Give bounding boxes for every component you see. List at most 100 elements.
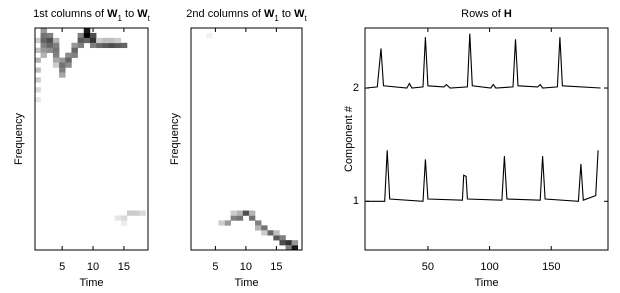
heat-cell [231, 215, 237, 220]
heat-cell [279, 240, 285, 245]
axes-frame [35, 28, 148, 250]
heat-cell [108, 38, 114, 43]
heat-cell [133, 211, 139, 216]
heat-cell [102, 43, 108, 48]
x-axis-label: Time [234, 277, 258, 289]
heat-cell [206, 33, 212, 38]
panel-title: Rows of H [461, 8, 512, 20]
x-tick-label: 10 [87, 261, 99, 273]
heat-cell [255, 225, 261, 230]
title-part: to [122, 8, 137, 20]
x-tick-label: 100 [480, 261, 498, 273]
axes-frame [191, 28, 302, 250]
heat-cell [53, 43, 59, 48]
heat-cell [90, 43, 96, 48]
heat-cell [53, 38, 59, 43]
heat-cell [47, 48, 53, 53]
heat-cell [279, 235, 285, 240]
title-part: W [264, 8, 275, 20]
title-part: H [504, 8, 512, 20]
heat-cell [96, 38, 102, 43]
heat-cell [121, 220, 127, 225]
title-part: 2nd columns of [186, 8, 264, 20]
line [366, 150, 598, 201]
heat-cell [41, 28, 47, 33]
title-part: 1st columns of [33, 8, 107, 20]
heat-cell [292, 240, 298, 245]
heat-cell [47, 33, 53, 38]
title-part: W [107, 8, 118, 20]
x-tick-label: 10 [240, 261, 252, 273]
figure: 1st columns of W 1 to Wt Time Frequency 5 10 1… [0, 0, 620, 293]
x-tick-label: 15 [118, 261, 130, 273]
y-tick-label: 1 [353, 195, 359, 207]
heat-cell [121, 215, 127, 220]
heat-cell [237, 211, 243, 216]
x-axis-label: Time [79, 277, 103, 289]
heat-cell [225, 220, 231, 225]
heat-cell [261, 225, 267, 230]
x-tick-label: 5 [212, 261, 218, 273]
heat-cell [108, 43, 114, 48]
axes-frame [365, 28, 608, 250]
heat-cell [71, 43, 77, 48]
heat-cell [53, 48, 59, 53]
title-part: Rows of [461, 8, 504, 20]
y-axis-label: Component # [343, 105, 355, 172]
heat-cell [84, 28, 90, 33]
heat-cell [59, 58, 65, 63]
title-part: W [294, 8, 305, 20]
heat-cell [115, 43, 121, 48]
heat-cell [41, 43, 47, 48]
heat-cell [59, 67, 65, 72]
heat-cell [41, 53, 47, 58]
panel-title: 2nd columns of W1 to Wt [186, 8, 307, 23]
heat-cell [286, 240, 292, 245]
heat-cell [78, 43, 84, 48]
heat-cell [71, 53, 77, 58]
heat-cell [102, 38, 108, 43]
title-part: to [279, 8, 294, 20]
heat-cell [115, 215, 121, 220]
heat-cell [65, 63, 71, 68]
heat-cell [237, 215, 243, 220]
heat-cell [59, 63, 65, 68]
y-axis-label: Frequency [169, 113, 181, 165]
heat-cell [218, 220, 224, 225]
heat-cell [267, 230, 273, 235]
heat-cell [47, 38, 53, 43]
heat-cell [53, 53, 59, 58]
x-axis-label: Time [474, 277, 498, 289]
heat-cell [249, 215, 255, 220]
heat-cell [78, 33, 84, 38]
heat-cell [90, 33, 96, 38]
title-part: t [148, 14, 151, 23]
heat-cell [84, 33, 90, 38]
heat-cell [65, 53, 71, 58]
y-axis-label: Frequency [13, 113, 25, 165]
heat-cell [71, 48, 77, 53]
y-tick-label: 2 [353, 82, 359, 94]
heat-cell [65, 58, 71, 63]
heat-cell [47, 43, 53, 48]
title-part: t [304, 14, 307, 23]
heat-cell [273, 235, 279, 240]
heat-cell [53, 58, 59, 63]
heat-cell [255, 220, 261, 225]
heat-cell [127, 211, 133, 216]
heat-cell [249, 211, 255, 216]
heat-cell [84, 38, 90, 43]
heat-cell [53, 63, 59, 68]
heat-cell [243, 211, 249, 216]
heat-cell [41, 33, 47, 38]
x-tick-label: 15 [270, 261, 282, 273]
heat-cell [273, 230, 279, 235]
heat-cell [231, 211, 237, 216]
heat-cell [59, 72, 65, 77]
heat-cell [261, 230, 267, 235]
heat-cell [115, 38, 121, 43]
title-part: W [137, 8, 148, 20]
heat-cell [41, 48, 47, 53]
heat-cell [90, 38, 96, 43]
x-tick-label: 150 [542, 261, 560, 273]
